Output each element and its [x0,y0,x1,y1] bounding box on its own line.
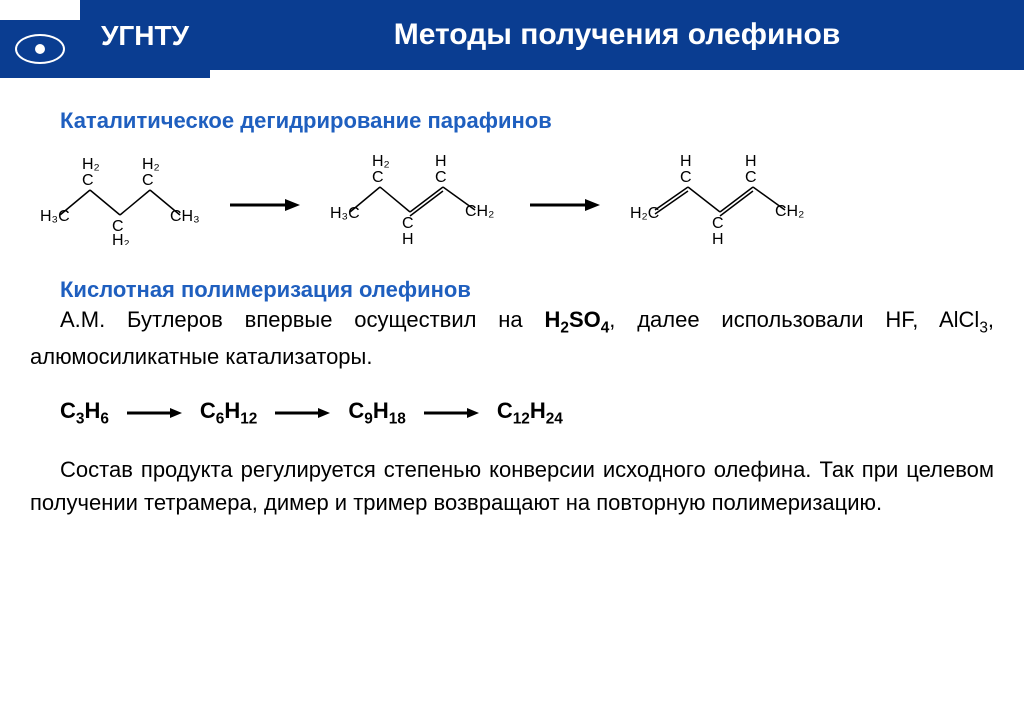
svg-text:CH₃: CH₃ [170,208,200,225]
arrow-icon [424,405,479,421]
logo-eye-icon [15,34,65,64]
svg-text:C: C [82,172,94,189]
university-label: УГНТУ [80,0,210,78]
svg-text:H: H [402,231,414,247]
logo-container [0,0,80,78]
svg-text:C: C [680,169,692,186]
svg-text:C: C [712,215,724,232]
arrow-icon [530,195,600,205]
svg-text:H₂: H₂ [142,156,160,173]
svg-text:C: C [402,215,414,232]
reaction-scheme: H₃C C H₂ C H₂ C H₂ CH₃ [30,152,994,247]
slide-header: УГНТУ Методы получения олефинов [0,0,1024,78]
content-area: Каталитическое дегидрирование парафинов … [0,78,1024,519]
paragraph2: Состав продукта регулируется степенью ко… [30,453,994,519]
molecule-butadiene: H₂C C H C H C H CH₂ [630,152,810,247]
svg-text:C: C [372,169,384,186]
paragraph1: А.М. Бутлеров впервые осуществил на H2SO… [30,303,994,373]
arrow-icon [230,195,300,205]
arrow-icon [275,405,330,421]
university-wrap: УГНТУ [80,0,210,78]
svg-text:CH₂: CH₂ [775,203,804,220]
oligomer-chain: C3H6 C6H12 C9H18 C12H24 [60,398,994,428]
svg-text:H₂C: H₂C [630,205,659,222]
title-box: Методы получения олефинов [210,0,1024,70]
svg-text:H₃C: H₃C [40,208,70,225]
slide-title: Методы получения олефинов [394,18,841,52]
formula-1: C3H6 [60,398,109,428]
svg-text:C: C [745,169,757,186]
arrow-icon [127,405,182,421]
svg-text:H: H [435,153,447,170]
svg-text:H₃C: H₃C [330,205,360,222]
svg-text:H₂: H₂ [372,153,390,170]
svg-text:C: C [435,169,447,186]
formula-2: C6H12 [200,398,257,428]
svg-text:C: C [142,172,154,189]
molecule-butene: H₃C C H₂ C H C H CH₂ [330,152,500,247]
svg-text:H₂: H₂ [112,232,130,245]
svg-text:H: H [712,231,724,247]
section1-title: Каталитическое дегидрирование парафинов [60,108,994,134]
svg-text:H: H [745,153,757,170]
svg-text:H₂: H₂ [82,156,100,173]
molecule-butane: H₃C C H₂ C H₂ C H₂ CH₃ [40,155,200,245]
section2-title: Кислотная полимеризация олефинов [60,277,994,303]
formula-4: C12H24 [497,398,563,428]
text-pre: А.М. Бутлеров впервые осуществил на [60,307,544,332]
formula-3: C9H18 [348,398,405,428]
text-post: , далее использовали HF, AlCl [609,307,979,332]
logo-box [0,20,80,78]
svg-text:CH₂: CH₂ [465,203,494,220]
svg-text:H: H [680,153,692,170]
